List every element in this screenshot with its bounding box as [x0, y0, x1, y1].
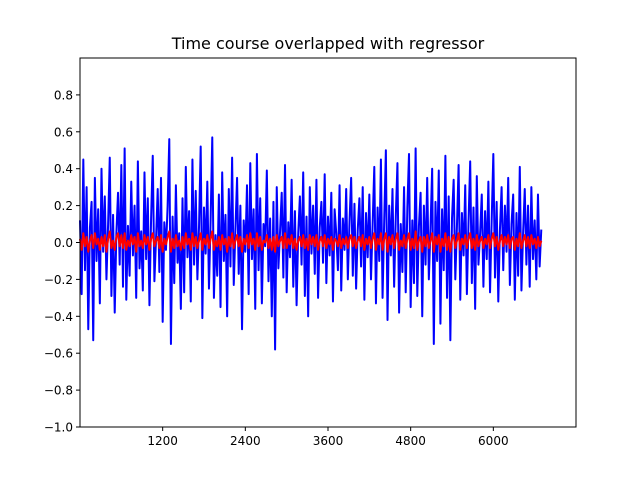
x-tick-label: 4800 — [395, 434, 426, 448]
x-tick-label: 2400 — [230, 434, 261, 448]
ticks-layer: 1200 2400 3600 4800 6000 −1.0 −0.8 −0.6 −0.4 −0.2… — [44, 88, 509, 448]
y-tick-label: 0.0 — [54, 236, 73, 250]
chart-title: Time course overlapped with regressor — [171, 34, 485, 53]
y-tick-label: −0.2 — [44, 273, 73, 287]
y-tick-label: −0.6 — [44, 347, 73, 361]
plot-area: 1200 2400 3600 4800 6000 −1.0 −0.8 −0.6 −0.4 −0.2… — [44, 57, 577, 448]
y-tick-label: −0.8 — [44, 384, 73, 398]
blue-time-course-line — [79, 136, 543, 351]
x-tick-label: 3600 — [313, 434, 344, 448]
y-tick-label: 0.6 — [54, 125, 73, 139]
series-layer — [79, 136, 543, 351]
x-tick-label: 6000 — [478, 434, 509, 448]
y-tick-label: 0.2 — [54, 199, 73, 213]
x-tick-label: 1200 — [147, 434, 178, 448]
y-tick-label: 0.4 — [54, 162, 73, 176]
y-tick-label: 0.8 — [54, 88, 73, 102]
y-tick-label: −1.0 — [44, 421, 73, 435]
axes-frame — [79, 57, 577, 428]
y-tick-label: −0.4 — [44, 310, 73, 324]
red-regressor-line — [79, 230, 543, 253]
